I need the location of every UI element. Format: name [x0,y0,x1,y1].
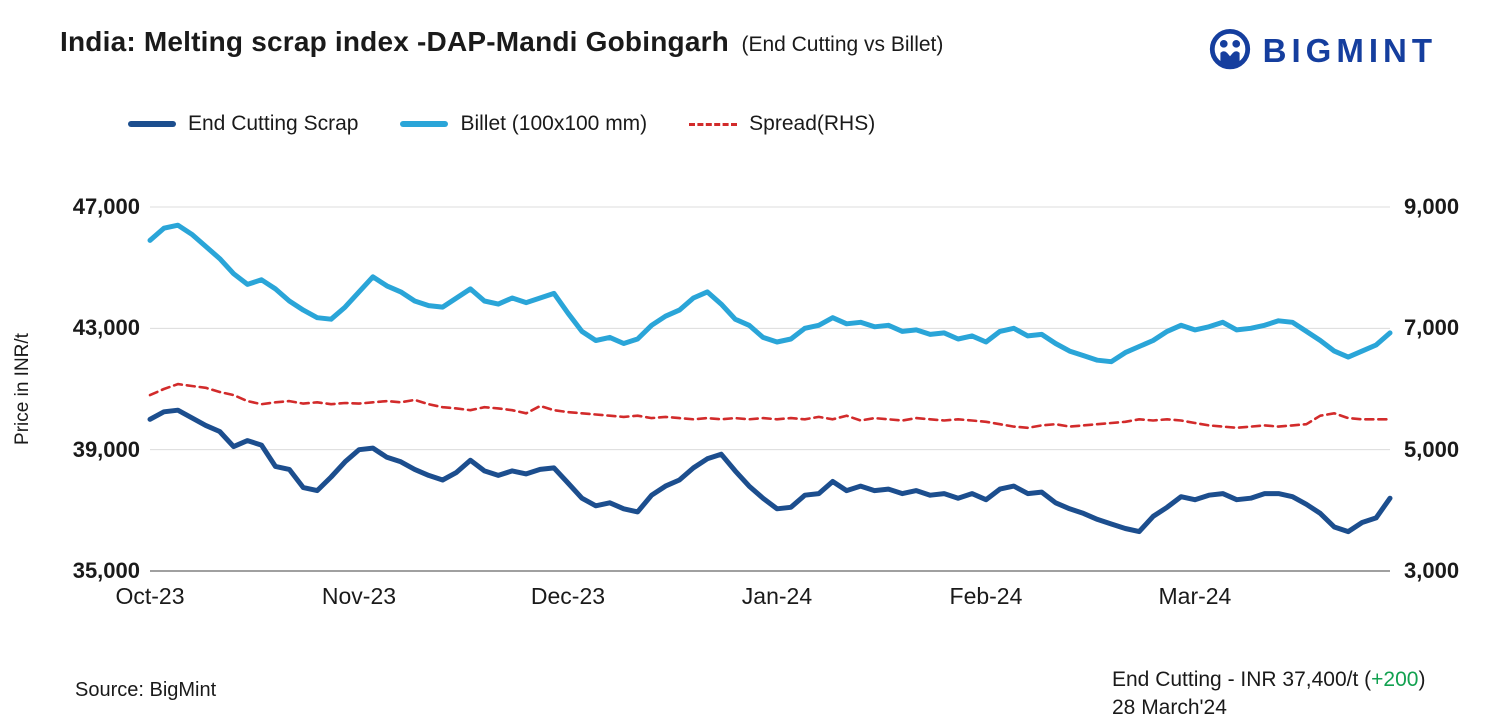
x-axis-month-label: Dec-23 [530,583,606,609]
bigmint-logo-text: BIGMINT [1262,32,1437,69]
y-axis-left-tick: 47,000 [72,194,140,219]
y-axis-title: Price in INR/t [12,333,33,445]
legend-swatch [400,121,449,127]
y-axis-right-tick: 5,000 [1404,436,1460,462]
x-axis-month-label: Nov-23 [321,583,397,609]
annotation-date: 28 March'24 [1112,696,1227,719]
series-billet-100x100-mm [147,222,1393,365]
legend-label: Billet (100x100 mm) [460,112,648,135]
source-note: Source: BigMint [75,679,217,701]
y-axis-left-tick: 35,000 [72,558,140,583]
legend-label: End Cutting Scrap [188,112,359,135]
chart-subtitle: (End Cutting vs Billet) [741,33,944,56]
y-axis-right-tick: 7,000 [1404,315,1460,341]
series-spread-rhs [148,382,1392,430]
x-axis-month-label: Oct-23 [115,583,185,609]
x-axis-month-label: Jan-24 [741,583,813,609]
series-end-cutting-scrap [147,407,1393,535]
annotation-prefix: End Cutting - INR 37,400/t ( [1112,668,1372,691]
y-axis-right-tick: 9,000 [1404,194,1460,219]
annotation-suffix: ) [1418,668,1426,691]
annotation-change: +200 [1371,668,1419,691]
legend-item-end-cutting-scrap: End Cutting Scrap [128,112,358,136]
x-axis-month-label: Mar-24 [1158,583,1232,609]
y-axis-left-tick: 43,000 [72,315,140,341]
legend-item-billet-100x100-mm: Billet (100x100 mm) [400,112,647,136]
annotation-line1: End Cutting - INR 37,400/t (+200) [1112,666,1425,694]
x-axis-month-label: Feb-24 [949,583,1023,609]
bigmint-logo-icon [1207,28,1253,74]
legend-swatch [128,121,176,127]
y-axis-left-tick: 39,000 [72,436,140,462]
legend-label: Spread(RHS) [749,112,876,135]
page-title: India: Melting scrap index -DAP-Mandi Go… [60,26,943,58]
header: India: Melting scrap index -DAP-Mandi Go… [60,26,1437,74]
chart-title: India: Melting scrap index -DAP-Mandi Go… [60,26,729,57]
y-axis-right-tick: 3,000 [1404,558,1460,583]
latest-price-annotation: End Cutting - INR 37,400/t (+200) 28 Mar… [1112,666,1425,719]
legend-swatch [689,122,738,126]
chart-legend: End Cutting Scrap Billet (100x100 mm) Spre… [128,112,875,136]
legend-item-spread-rhs: Spread(RHS) [689,112,875,136]
bigmint-logo: BIGMINT [1207,28,1437,74]
